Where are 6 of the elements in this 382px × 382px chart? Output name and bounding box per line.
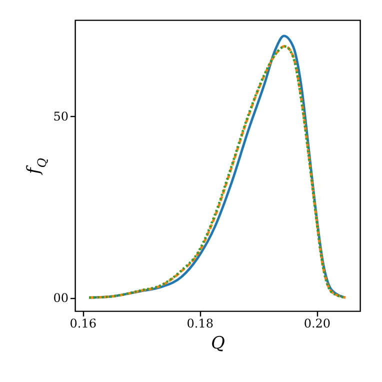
x-axis-title: Q xyxy=(211,334,226,354)
y-tick-label: 50 xyxy=(53,110,68,124)
x-tick-label: 0.16 xyxy=(70,316,96,330)
x-tick-label: 0.20 xyxy=(304,316,331,330)
x-tick-label: 0.18 xyxy=(186,316,214,330)
y-tick-label: 00 xyxy=(53,291,68,306)
